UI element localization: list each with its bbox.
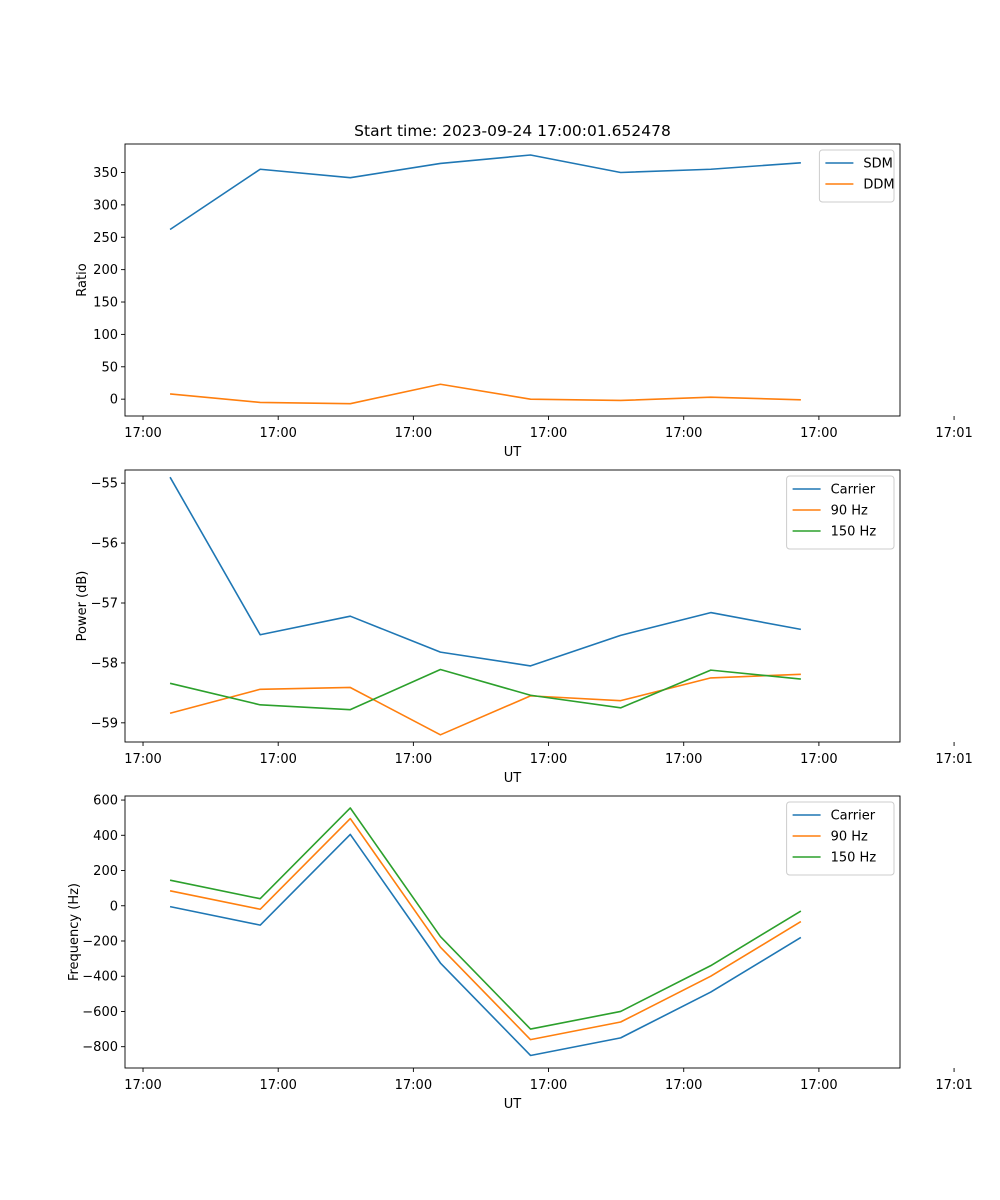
x-tick-label: 17:00 [665, 1078, 702, 1093]
y-tick-label: −55 [91, 477, 118, 492]
y-tick-label: −57 [91, 597, 118, 612]
y-tick-label: −200 [82, 934, 118, 949]
legend-entry-label: 150 Hz [831, 851, 877, 866]
y-tick-label: −800 [82, 1040, 118, 1055]
x-tick-label: 17:00 [395, 426, 432, 441]
legend-entry-label: Carrier [831, 809, 876, 824]
series-line-150-hz [169, 668, 801, 711]
x-tick-label: 17:00 [395, 1078, 432, 1093]
x-tick-label: 17:00 [259, 752, 296, 767]
legend-entry-label: 150 Hz [831, 525, 877, 540]
legend-entry-label: DDM [863, 178, 894, 193]
x-axis-label: UT [504, 771, 522, 786]
y-tick-label: −400 [82, 970, 118, 985]
legend-entry-label: 90 Hz [831, 830, 868, 845]
y-tick-label: 0 [110, 393, 118, 408]
y-tick-label: 400 [93, 829, 118, 844]
x-tick-label: 17:00 [800, 1078, 837, 1093]
axes-frame [124, 143, 901, 417]
legend: Carrier 90 Hz 150 Hz [786, 475, 895, 550]
series-line-ddm [169, 383, 801, 405]
series-line-carrier [169, 833, 802, 1057]
series-line-carrier [169, 476, 802, 667]
legend-entry-label: SDM [863, 157, 892, 172]
y-axis-label: Power (dB) [75, 571, 90, 642]
x-axis-label: UT [504, 445, 522, 460]
x-tick-label: 17:00 [259, 1078, 296, 1093]
x-tick-label: 17:00 [800, 752, 837, 767]
x-tick-label: 17:00 [800, 426, 837, 441]
y-tick-label: −59 [91, 716, 118, 731]
x-tick-label: 17:00 [530, 752, 567, 767]
x-tick-label: 17:00 [665, 426, 702, 441]
y-tick-label: 200 [93, 263, 118, 278]
y-axis-label: Ratio [75, 263, 90, 296]
y-tick-label: 200 [93, 864, 118, 879]
y-tick-label: 600 [93, 794, 118, 809]
series-line-sdm [169, 154, 801, 231]
y-tick-label: 350 [93, 166, 118, 181]
y-tick-label: 150 [93, 296, 118, 311]
chart-title: Start time: 2023-09-24 17:00:01.652478 [354, 122, 671, 140]
y-tick-label: −58 [91, 656, 118, 671]
x-tick-label: 17:00 [124, 1078, 161, 1093]
axes-frame [124, 795, 901, 1069]
x-tick-label: 17:01 [935, 1078, 972, 1093]
y-tick-label: −56 [91, 537, 118, 552]
chart-panel-3: 17:00 17:00 17:00 17:00 17:00 17:00 17:01 −800 −… [67, 794, 973, 1112]
series-line-90-hz [169, 673, 801, 736]
y-tick-label: 100 [93, 328, 118, 343]
y-tick-label: 250 [93, 231, 118, 246]
x-tick-label: 17:00 [395, 752, 432, 767]
y-tick-label: −600 [82, 1005, 118, 1020]
x-tick-label: 17:01 [935, 426, 972, 441]
series-line-90-hz [169, 817, 802, 1041]
legend-entry-label: 90 Hz [831, 504, 868, 519]
chart-panel-1: Start time: 2023-09-24 17:00:01.652478 17… [75, 122, 973, 460]
x-tick-label: 17:01 [935, 752, 972, 767]
axes-frame [124, 469, 901, 743]
x-tick-label: 17:00 [259, 426, 296, 441]
x-tick-label: 17:00 [530, 426, 567, 441]
legend: Carrier 90 Hz 150 Hz [786, 801, 895, 876]
x-tick-label: 17:00 [665, 752, 702, 767]
legend-entry-label: Carrier [831, 483, 876, 498]
y-tick-label: 50 [101, 360, 118, 375]
y-tick-label: 300 [93, 198, 118, 213]
x-tick-label: 17:00 [124, 426, 161, 441]
y-tick-label: 0 [110, 899, 118, 914]
x-tick-label: 17:00 [530, 1078, 567, 1093]
legend: SDM DDM [818, 149, 895, 203]
y-axis-label: Frequency (Hz) [67, 883, 82, 981]
x-axis-label: UT [504, 1097, 522, 1112]
series-line-150-hz [169, 807, 802, 1030]
chart-panel-2: 17:00 17:00 17:00 17:00 17:00 17:00 17:01 −59 −5… [75, 469, 973, 786]
x-tick-label: 17:00 [124, 752, 161, 767]
